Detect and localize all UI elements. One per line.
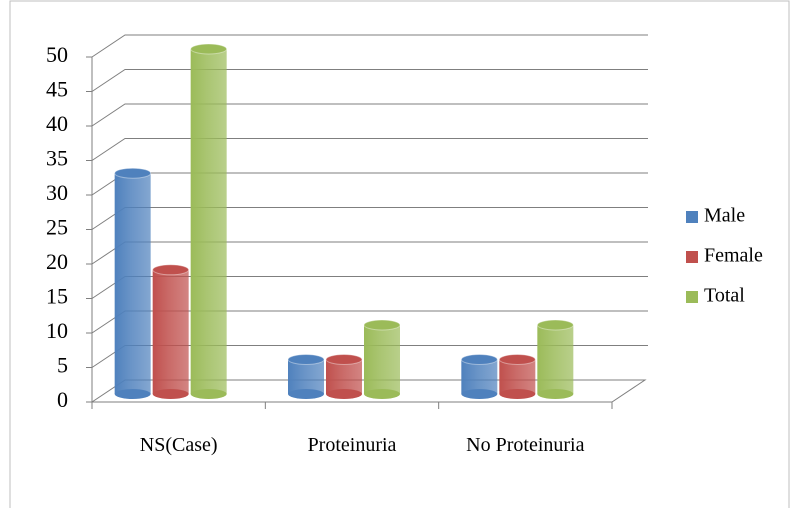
- y-tick-label: 0: [57, 387, 68, 412]
- y-tick-label: 45: [46, 77, 68, 102]
- legend-label: Male: [704, 205, 745, 227]
- y-tick-label: 40: [46, 111, 68, 136]
- grid-line: [91, 241, 648, 265]
- y-tick-label: 35: [46, 146, 68, 171]
- y-tick-label: 25: [46, 215, 68, 240]
- y-tick-label: 5: [57, 353, 68, 378]
- x-tick-label: No Proteinuria: [466, 434, 585, 456]
- legend-swatch: [686, 291, 698, 303]
- grid-line: [91, 138, 648, 161]
- bar: [498, 354, 536, 399]
- bar: [460, 354, 498, 399]
- legend-label: Total: [704, 285, 745, 307]
- legend-label: Female: [704, 245, 763, 267]
- y-tick-label: 20: [46, 249, 68, 274]
- y-tick-label: 10: [46, 318, 68, 343]
- bar: [363, 319, 401, 399]
- x-tick-label: NS(Case): [139, 434, 218, 456]
- legend-swatch: [686, 251, 698, 263]
- x-tick-label: Proteinuria: [307, 434, 397, 456]
- grid-line: [91, 172, 648, 196]
- bar: [536, 319, 574, 399]
- grid-line: [91, 207, 648, 230]
- legend-swatch: [686, 211, 698, 223]
- chart-border: [9, 0, 790, 508]
- grid-line: [91, 103, 648, 127]
- bar: [114, 167, 152, 399]
- bar: [287, 354, 325, 399]
- y-tick-label: 30: [46, 180, 68, 205]
- bar: [325, 354, 363, 399]
- grid-line: [91, 34, 648, 58]
- bar: [190, 43, 228, 399]
- y-tick-label: 15: [46, 284, 68, 309]
- y-tick-label: 50: [46, 42, 68, 67]
- grid-line: [91, 69, 648, 92]
- bar: [152, 264, 190, 399]
